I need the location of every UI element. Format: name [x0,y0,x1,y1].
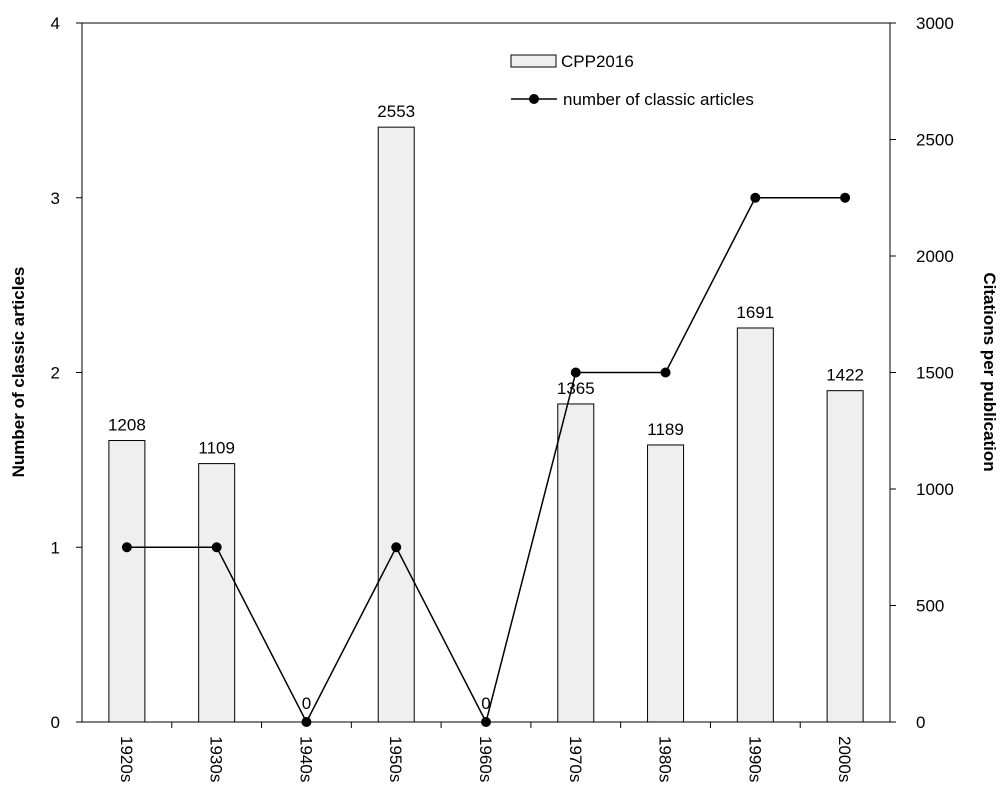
line-point [840,192,851,203]
y-axis-right-title: Citations per publication [980,272,999,471]
axes: 0 1 2 3 4 0 500 1000 1500 2000 2500 3000 1920s 1930s 1… [51,14,954,782]
y-left-tick-label: 1 [51,538,60,557]
y-left-tick-label: 4 [51,14,60,33]
x-tick-label: 1920s [117,736,136,782]
bar [736,327,774,723]
y-left-tick-label: 3 [51,189,60,208]
y-right-tick-label: 0 [916,713,925,732]
line-point [481,717,491,727]
x-tick-label: 1940s [296,736,315,782]
x-tick-label: 1950s [386,736,405,782]
line-point [301,717,312,727]
y-right-tick-label: 2000 [916,247,954,266]
line-point [750,192,761,203]
bar-series [108,126,864,723]
bar [647,444,685,723]
x-tick-label: 1990s [745,736,764,782]
y-right-tick-label: 1000 [916,480,954,499]
y-axis-left-title: Number of classic articles [9,267,28,478]
bar-data-label: 2553 [377,102,415,121]
y-left-tick-label: 0 [51,713,60,732]
bar-data-label: 1422 [826,366,864,385]
bar-data-label: 1365 [557,379,595,398]
bar-data-label: 0 [302,694,311,713]
bar-data-label: 0 [481,694,490,713]
y-left-tick-label: 2 [51,364,60,383]
bar-data-label: 1109 [198,439,235,458]
line-point [660,367,671,378]
bar-data-label: 1189 [647,420,684,439]
bar [198,463,236,723]
x-tick-label: 1970s [566,736,585,782]
bar [377,126,415,723]
x-tick-label: 2000s [835,736,854,782]
line-point [570,367,581,378]
bar-data-label: 1208 [108,416,146,435]
legend-bar-swatch [510,54,557,68]
bar [108,440,146,723]
line-point [391,542,402,553]
legend-line-label: number of classic articles [563,90,754,109]
y-right-tick-label: 1500 [916,364,954,383]
x-tick-label: 1930s [207,736,226,782]
legend: CPP2016 number of classic articles [510,52,754,109]
y-right-tick-label: 500 [916,597,944,616]
bar [826,390,864,723]
legend-bar-label: CPP2016 [561,52,634,71]
y-right-tick-label: 2500 [916,131,954,150]
y-right-tick-label: 3000 [916,14,954,33]
bar-data-label: 1691 [736,303,774,322]
bar [557,403,595,723]
legend-line-marker [529,94,539,104]
line-point [211,542,222,553]
x-tick-label: 1960s [476,736,495,782]
line-series [121,192,851,727]
data-labels: 1208 1109 0 2553 0 1365 1189 1691 1422 [108,102,864,713]
x-tick-label: 1980s [656,736,675,782]
line-point [121,542,132,553]
